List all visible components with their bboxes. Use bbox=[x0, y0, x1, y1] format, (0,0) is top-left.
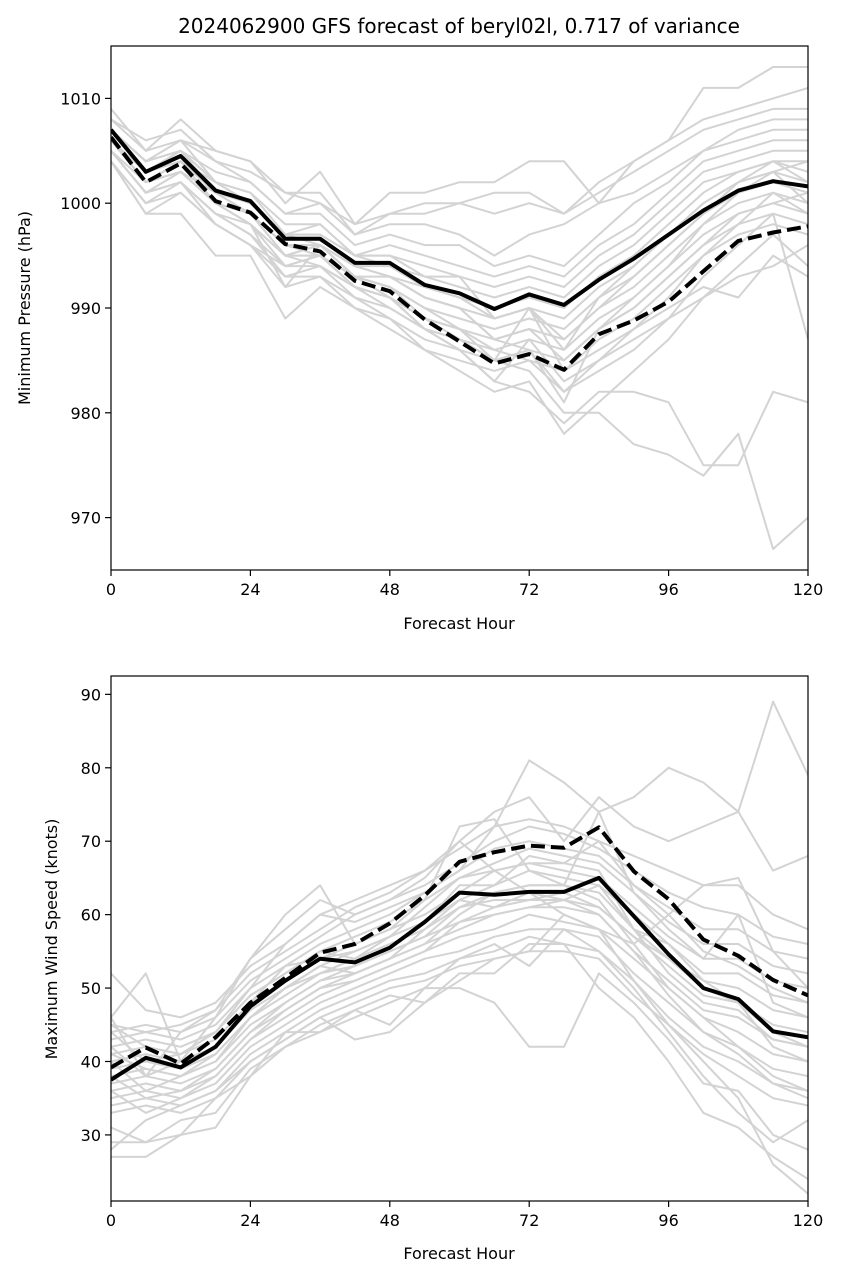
wind-y-tick-label: 70 bbox=[81, 832, 101, 851]
pressure-ensemble-line-22 bbox=[111, 139, 808, 362]
wind-ensemble-line-24 bbox=[111, 899, 808, 1114]
wind-ensemble-line-23 bbox=[111, 884, 808, 1100]
pressure-y-axis-label: Minimum Pressure (hPa) bbox=[15, 211, 34, 405]
pressure-y-tick-label: 990 bbox=[70, 299, 101, 318]
wind-x-tick-label: 24 bbox=[240, 1211, 260, 1230]
wind-ensemble-line-26 bbox=[111, 840, 808, 1056]
pressure-ensemble-line-2 bbox=[111, 107, 808, 236]
pressure-y-tick-label: 1000 bbox=[60, 194, 101, 213]
pressure-x-tick-label: 24 bbox=[240, 580, 260, 599]
wind-ensemble-line-4 bbox=[111, 840, 808, 1041]
wind-ensemble-line-16 bbox=[111, 943, 808, 1180]
pressure-ensemble-line-19 bbox=[111, 150, 808, 467]
wind-y-tick-label: 60 bbox=[81, 906, 101, 925]
wind-solid-line bbox=[111, 875, 808, 1082]
pressure-ensemble-line-4 bbox=[111, 128, 808, 268]
wind-ensemble-line-25 bbox=[111, 884, 808, 1078]
pressure-ensemble-line-18 bbox=[111, 129, 808, 351]
wind-ensemble-line-14 bbox=[111, 950, 808, 1114]
wind-y-tick-label: 50 bbox=[81, 979, 101, 998]
pressure-x-tick-label: 72 bbox=[519, 580, 539, 599]
pressure-ensemble-line-25 bbox=[111, 160, 808, 435]
wind-y-tick-label: 90 bbox=[81, 685, 101, 704]
pressure-ticks: 0 24 48 72 96 120 970 980 990 1000 1010 bbox=[60, 89, 823, 599]
wind-ensemble-line-19 bbox=[111, 810, 808, 1078]
pressure-plot-area bbox=[111, 66, 808, 550]
chart-title: 2024062900 GFS forecast of beryl02l, 0.7… bbox=[178, 14, 740, 38]
pressure-ensemble-line-24 bbox=[111, 129, 808, 341]
pressure-y-tick-label: 970 bbox=[70, 509, 101, 528]
wind-x-tick-label: 120 bbox=[793, 1211, 824, 1230]
pressure-x-tick-label: 96 bbox=[658, 580, 678, 599]
pressure-dashed-line bbox=[111, 135, 808, 372]
wind-x-tick-label: 96 bbox=[658, 1211, 678, 1230]
wind-y-tick-label: 40 bbox=[81, 1052, 101, 1071]
wind-x-tick-label: 0 bbox=[106, 1211, 116, 1230]
wind-ensemble-line-18 bbox=[111, 928, 808, 1158]
wind-ensemble-line-2 bbox=[111, 818, 808, 1034]
pressure-x-tick-label: 0 bbox=[106, 580, 116, 599]
wind-dashed-line bbox=[111, 825, 808, 1070]
wind-y-tick-label: 30 bbox=[81, 1126, 101, 1145]
pressure-x-axis-label: Forecast Hour bbox=[403, 614, 515, 633]
wind-ensemble-line-20 bbox=[111, 840, 808, 1063]
wind-ensemble-line-15 bbox=[111, 972, 808, 1151]
wind-ticks: 0 24 48 72 96 120 30 40 50 60 70 80 90 bbox=[81, 685, 824, 1230]
pressure-ensemble-line-14 bbox=[111, 160, 808, 372]
wind-y-tick-label: 80 bbox=[81, 759, 101, 778]
wind-x-tick-label: 48 bbox=[380, 1211, 400, 1230]
wind-x-tick-label: 72 bbox=[519, 1211, 539, 1230]
wind-ensemble-line-17 bbox=[111, 913, 808, 1195]
wind-x-axis-label: Forecast Hour bbox=[403, 1244, 515, 1263]
wind-axes-frame bbox=[110, 675, 809, 1202]
pressure-x-tick-label: 120 bbox=[793, 580, 824, 599]
pressure-x-tick-label: 48 bbox=[380, 580, 400, 599]
pressure-solid-line bbox=[111, 128, 808, 311]
pressure-ensemble-line-7 bbox=[111, 139, 808, 299]
pressure-y-tick-label: 980 bbox=[70, 404, 101, 423]
wind-y-axis-label: Maximum Wind Speed (knots) bbox=[42, 819, 61, 1060]
pressure-ensemble-line-23 bbox=[111, 150, 808, 393]
pressure-ensemble-line-3 bbox=[111, 118, 808, 257]
pressure-panel: 2024062900 GFS forecast of beryl02l, 0.7… bbox=[15, 14, 823, 633]
wind-plot-area bbox=[111, 700, 808, 1195]
wind-ensemble-line-12 bbox=[111, 928, 808, 1100]
wind-panel: 0 24 48 72 96 120 30 40 50 60 70 80 90 Forecast Hour… bbox=[42, 675, 824, 1263]
pressure-y-tick-label: 1010 bbox=[60, 89, 101, 108]
